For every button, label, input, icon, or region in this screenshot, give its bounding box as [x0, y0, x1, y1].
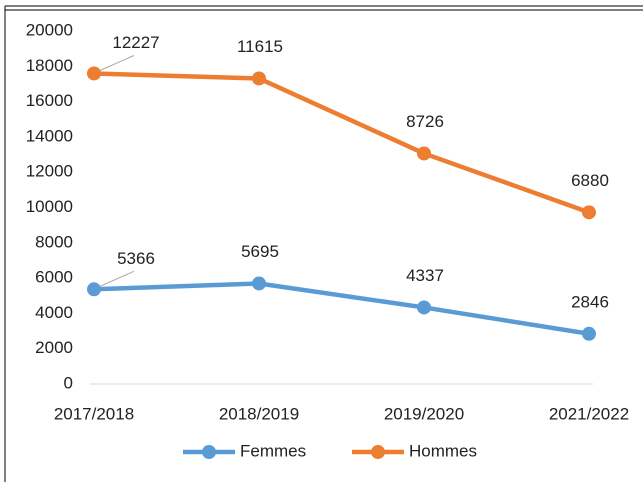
- data-label: 11615: [237, 37, 283, 56]
- y-tick-label: 8000: [35, 232, 73, 251]
- series-line: [93, 281, 590, 336]
- data-point: [417, 146, 431, 161]
- legend-marker: [371, 445, 385, 459]
- y-tick-label: 12000: [26, 162, 73, 181]
- data-point: [582, 205, 596, 220]
- y-tick-label: 4000: [35, 303, 73, 322]
- data-point: [87, 282, 101, 297]
- data-label: 2846: [571, 292, 609, 311]
- y-tick-label: 10000: [26, 197, 73, 216]
- data-point: [87, 66, 101, 81]
- data-label: 6880: [571, 171, 609, 190]
- data-point: [417, 300, 431, 315]
- x-tick-label: 2018/2019: [219, 404, 299, 423]
- y-tick-label: 6000: [35, 268, 73, 287]
- data-label: 5366: [117, 249, 155, 268]
- y-tick-label: 18000: [26, 56, 73, 75]
- data-point: [582, 326, 596, 341]
- y-tick-label: 14000: [26, 126, 73, 145]
- data-point: [252, 276, 266, 291]
- y-tick-label: 2000: [35, 338, 73, 357]
- legend-label: Femmes: [240, 441, 306, 460]
- x-tick-label: 2021/2022: [549, 404, 629, 423]
- data-label: 12227: [112, 33, 159, 52]
- x-tick-label: 2017/2018: [54, 404, 134, 423]
- series-line: [93, 71, 590, 215]
- data-label: 8726: [406, 112, 444, 131]
- leader-line: [99, 55, 135, 71]
- data-label: 4337: [406, 266, 444, 285]
- data-point: [252, 71, 266, 86]
- data-label: 5695: [241, 242, 279, 261]
- y-tick-label: 16000: [26, 91, 73, 110]
- x-tick-label: 2019/2020: [384, 404, 464, 423]
- legend-label: Hommes: [409, 441, 477, 460]
- legend-marker: [202, 445, 216, 459]
- leader-line: [99, 270, 135, 287]
- y-tick-label: 0: [64, 373, 73, 392]
- y-tick-label: 20000: [26, 20, 73, 39]
